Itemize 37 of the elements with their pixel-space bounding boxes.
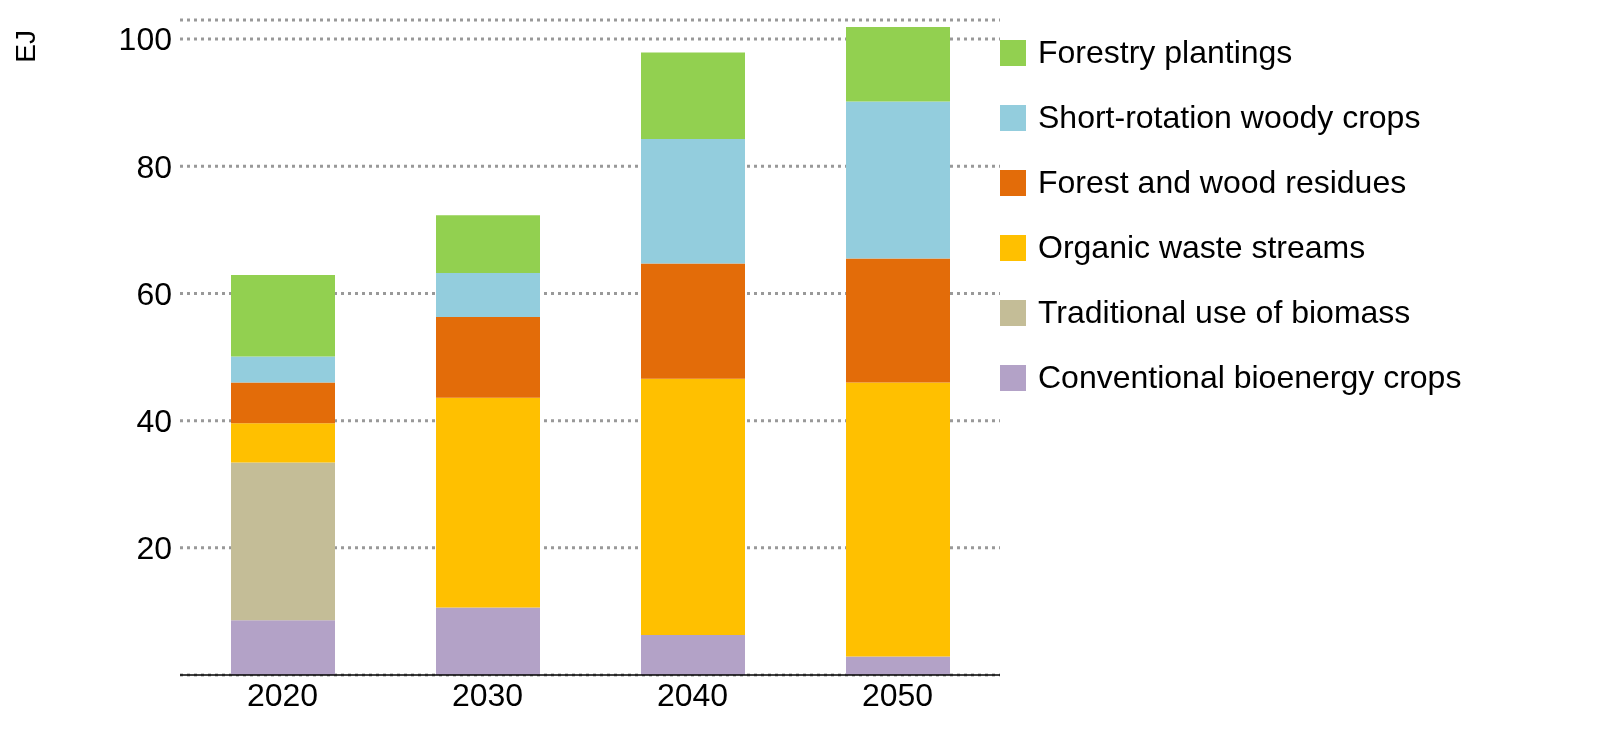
bar (436, 215, 540, 274)
legend-label: Traditional use of biomass (1038, 294, 1411, 331)
bar (231, 275, 335, 357)
y-tick-label: 100 (118, 21, 172, 58)
bar (231, 620, 335, 675)
legend-label: Organic waste streams (1038, 229, 1366, 266)
x-tick-label: 2030 (451, 676, 524, 713)
bar (436, 273, 540, 317)
bar (846, 27, 950, 102)
bar (436, 397, 540, 608)
legend-label: Forest and wood residues (1038, 164, 1407, 201)
bar (641, 634, 745, 675)
y-tick-label: 40 (136, 402, 172, 439)
legend-label: Conventional bioenergy crops (1038, 359, 1462, 396)
y-tick-label: 20 (136, 530, 172, 567)
y-tick-label: 80 (136, 148, 172, 185)
bar (641, 138, 745, 264)
x-tick-label: 2020 (246, 676, 319, 713)
bar (846, 258, 950, 383)
bar (641, 52, 745, 139)
x-tick-label: 2040 (656, 676, 729, 713)
bar (231, 462, 335, 621)
bar (641, 263, 745, 379)
legend-label: Short-rotation woody crops (1038, 99, 1421, 136)
bar (231, 382, 335, 424)
y-axis-title: EJ (10, 30, 42, 65)
bar (231, 423, 335, 463)
bar (436, 316, 540, 398)
bar (846, 382, 950, 657)
bar (436, 607, 540, 675)
x-tick-label: 2050 (861, 676, 934, 713)
bar (641, 378, 745, 635)
bar (231, 356, 335, 383)
bar (846, 101, 950, 259)
y-tick-label: 60 (136, 275, 172, 312)
bar (846, 656, 950, 675)
legend-label: Forestry plantings (1038, 34, 1293, 71)
